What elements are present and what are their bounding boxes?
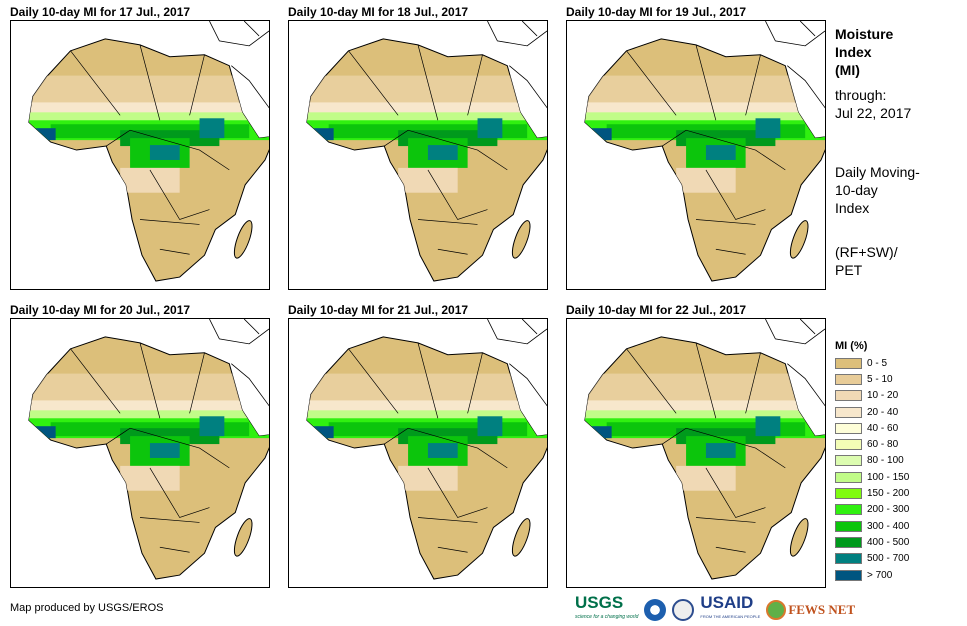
through-label: through: — [835, 87, 887, 103]
legend-label: 500 - 700 — [867, 553, 910, 565]
africa-map — [567, 21, 825, 281]
legend-item: 40 - 60 — [835, 420, 909, 436]
usaid-word: USAID — [700, 593, 754, 612]
legend-swatch — [835, 504, 862, 516]
legend-item: 150 - 200 — [835, 485, 909, 501]
legend-swatch — [835, 439, 862, 451]
legend-item: 10 - 20 — [835, 388, 909, 404]
usgs-text: USGS — [575, 593, 624, 612]
legend-label: 20 - 40 — [867, 406, 899, 418]
legend-label: 150 - 200 — [867, 488, 910, 500]
usaid-text: USAID — [700, 593, 760, 612]
legend-label: 60 - 80 — [867, 439, 899, 451]
desc-line: Index — [835, 200, 870, 216]
formula-line: (RF+SW)/ — [835, 244, 898, 260]
legend-label: 0 - 5 — [867, 357, 888, 369]
legend-swatch — [835, 406, 862, 418]
noaa-logo — [644, 599, 667, 621]
africa-map — [11, 21, 269, 281]
legend-swatch — [835, 390, 862, 402]
fewsnet-text: FEWS NET — [788, 602, 856, 617]
legend-heading: Moisture Index (MI) — [835, 25, 893, 79]
panel-title: Daily 10-day MI for 18 Jul., 2017 — [288, 5, 469, 19]
fewsnet-logo: FEWS NET — [766, 600, 855, 620]
africa-map — [11, 319, 269, 579]
desc-line: Daily Moving- — [835, 164, 920, 180]
legend-label: 10 - 20 — [867, 390, 899, 402]
usgs-tagline: science for a changing world — [575, 614, 639, 620]
legend-item: 400 - 500 — [835, 534, 909, 550]
panel-title: Daily 10-day MI for 17 Jul., 2017 — [10, 5, 191, 19]
legend-swatch — [835, 455, 862, 467]
legend-swatch — [835, 569, 862, 581]
africa-map — [567, 319, 825, 579]
map-panel-jul22 — [566, 318, 826, 588]
usaid-tagline: FROM THE AMERICAN PEOPLE — [700, 614, 761, 619]
credit-text: Map produced by USGS/EROS — [10, 602, 164, 614]
panel-title: Daily 10-day MI for 21 Jul., 2017 — [288, 303, 469, 317]
legend-swatch — [835, 422, 862, 434]
legend: MI (%) 0 - 5 5 - 10 10 - 20 20 - 40 40 - 60 6… — [835, 340, 909, 583]
legend-swatch — [835, 520, 862, 532]
legend-label: 100 - 150 — [867, 471, 910, 483]
usaid-logo: USAID FROM THE AMERICAN PEOPLE — [700, 593, 761, 624]
legend-label: 200 - 300 — [867, 504, 910, 516]
legend-item: > 700 — [835, 567, 909, 583]
legend-label: 300 - 400 — [867, 520, 910, 532]
legend-title: MI (%) — [835, 340, 868, 352]
map-panel-jul21 — [288, 318, 548, 588]
logo-strip: USGS science for a changing world USAID FR… — [575, 593, 855, 624]
heading-line: (MI) — [835, 62, 860, 78]
legend-item: 20 - 40 — [835, 404, 909, 420]
formula-line: PET — [835, 262, 863, 278]
legend-label: 80 - 100 — [867, 455, 904, 467]
through-date: through: Jul 22, 2017 — [835, 86, 911, 122]
legend-item: 5 - 10 — [835, 371, 909, 387]
map-panel-jul17 — [10, 20, 270, 290]
legend-item: 300 - 400 — [835, 518, 909, 534]
legend-swatch — [835, 373, 862, 385]
usaid-seal — [672, 599, 695, 621]
desc-line: 10-day — [835, 182, 878, 198]
legend-item: 500 - 700 — [835, 551, 909, 567]
africa-map — [289, 21, 547, 281]
legend-item: 100 - 150 — [835, 469, 909, 485]
map-panel-jul20 — [10, 318, 270, 588]
through-value: Jul 22, 2017 — [835, 105, 912, 121]
legend-swatch — [835, 553, 862, 565]
legend-swatch — [835, 357, 862, 369]
heading-line: Moisture — [835, 26, 894, 42]
legend-label: 400 - 500 — [867, 536, 910, 548]
panel-title: Daily 10-day MI for 19 Jul., 2017 — [566, 5, 747, 19]
panel-title: Daily 10-day MI for 22 Jul., 2017 — [566, 303, 747, 317]
index-description: Daily Moving- 10-day Index — [835, 163, 920, 217]
legend-item: 80 - 100 — [835, 453, 909, 469]
legend-item: 200 - 300 — [835, 502, 909, 518]
usgs-logo: USGS science for a changing world — [575, 593, 639, 624]
map-panel-jul18 — [288, 20, 548, 290]
heading-line: Index — [835, 44, 872, 60]
legend-label: 40 - 60 — [867, 422, 899, 434]
legend-item: 60 - 80 — [835, 436, 909, 452]
legend-label: > 700 — [867, 569, 893, 581]
legend-swatch — [835, 488, 862, 500]
formula: (RF+SW)/ PET — [835, 243, 898, 279]
legend-item: 0 - 5 — [835, 355, 909, 371]
map-panel-jul19 — [566, 20, 826, 290]
legend-swatch — [835, 536, 862, 548]
africa-map — [289, 319, 547, 579]
globe-icon — [766, 600, 787, 620]
legend-label: 5 - 10 — [867, 373, 893, 385]
legend-swatch — [835, 471, 862, 483]
panel-title: Daily 10-day MI for 20 Jul., 2017 — [10, 303, 191, 317]
